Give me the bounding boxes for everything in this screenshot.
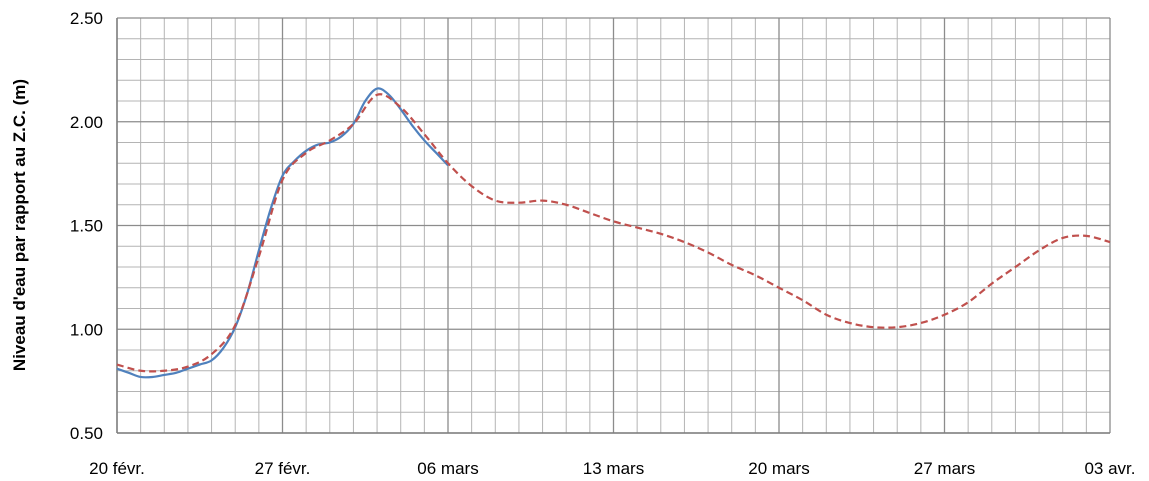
x-tick-label: 20 févr.: [89, 459, 145, 478]
y-axis-label: Niveau d'eau par rapport au Z.C. (m): [10, 79, 29, 371]
y-tick-label: 2.00: [70, 113, 103, 132]
x-tick-label: 06 mars: [417, 459, 478, 478]
series-group: [116, 87, 1111, 379]
series-line-dashed: [116, 93, 1111, 373]
x-tick-label: 20 mars: [748, 459, 809, 478]
x-tick-label: 13 mars: [583, 459, 644, 478]
tick-labels: 20 févr. 27 févr. 06 mars 13 mars 20 mars 27 …: [70, 9, 1136, 478]
y-tick-label: 1.00: [70, 320, 103, 339]
series-line-solid: [116, 87, 449, 379]
y-tick-label: 2.50: [70, 9, 103, 28]
x-tick-label: 27 févr.: [255, 459, 311, 478]
x-tick-label: 27 mars: [914, 459, 975, 478]
y-tick-label: 1.50: [70, 217, 103, 236]
axes: [116, 18, 1110, 434]
y-tick-label: 0.50: [70, 424, 103, 443]
x-tick-label: 03 avr.: [1084, 459, 1135, 478]
